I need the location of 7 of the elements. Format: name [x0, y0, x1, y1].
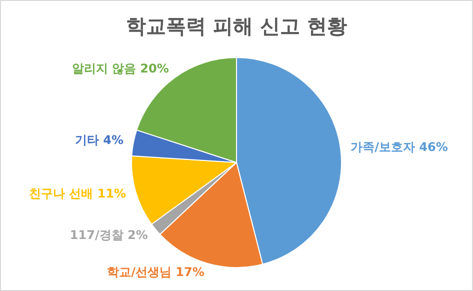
- slice-label: 알리지 않음 20%: [72, 62, 169, 76]
- slice-label: 학교/선생님 17%: [107, 265, 204, 280]
- slice-label: 117/경찰 2%: [70, 228, 148, 242]
- slice-label: 가족/보호자 46%: [350, 140, 448, 154]
- chart-title: 학교폭력 피해 신고 현황: [125, 13, 348, 40]
- slice-label: 친구나 선배 11%: [28, 186, 126, 201]
- slice-label: 기타 4%: [74, 133, 124, 148]
